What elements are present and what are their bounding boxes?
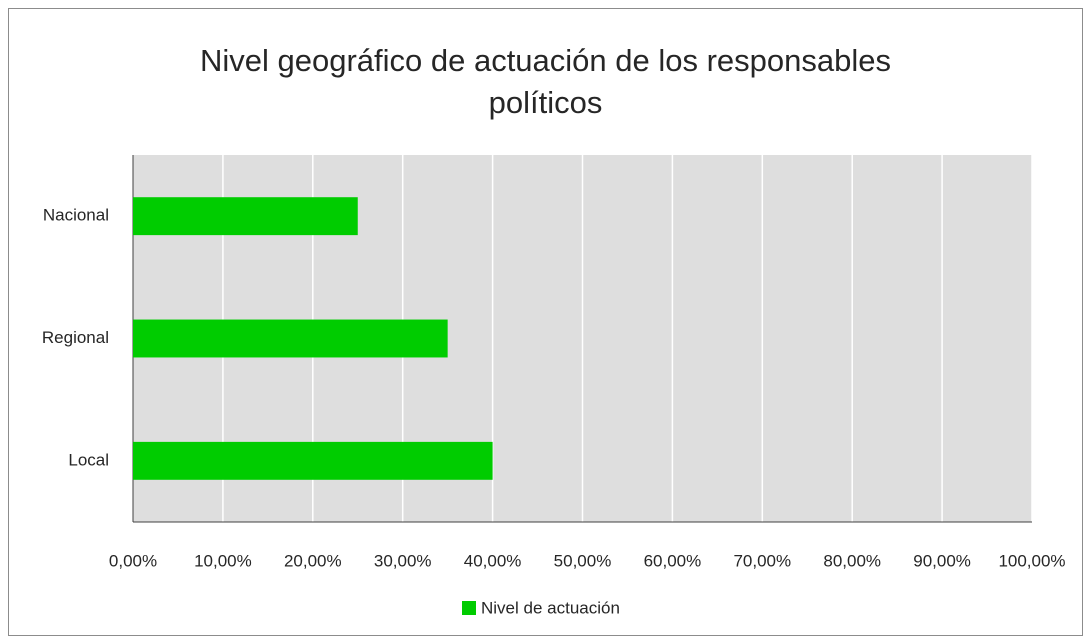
legend-label: Nivel de actuación bbox=[481, 598, 620, 617]
legend-swatch bbox=[462, 601, 476, 615]
chart-title: Nivel geográfico de actuación de los res… bbox=[199, 43, 892, 120]
x-tick-label: 80,00% bbox=[823, 551, 881, 570]
x-tick-label: 70,00% bbox=[733, 551, 791, 570]
y-tick-label: Local bbox=[68, 450, 109, 469]
x-tick-label: 30,00% bbox=[374, 551, 432, 570]
x-tick-label: 60,00% bbox=[644, 551, 702, 570]
y-tick-label: Nacional bbox=[43, 206, 109, 225]
x-tick-label: 90,00% bbox=[913, 551, 971, 570]
x-tick-label: 0,00% bbox=[109, 551, 157, 570]
y-tick-label: Regional bbox=[42, 328, 109, 347]
x-tick-label: 40,00% bbox=[464, 551, 522, 570]
x-tick-label: 50,00% bbox=[554, 551, 612, 570]
x-tick-label: 20,00% bbox=[284, 551, 342, 570]
bar bbox=[133, 319, 448, 358]
bar bbox=[133, 441, 493, 480]
x-tick-label: 100,00% bbox=[998, 551, 1065, 570]
x-tick-label: 10,00% bbox=[194, 551, 252, 570]
bar bbox=[133, 197, 358, 236]
